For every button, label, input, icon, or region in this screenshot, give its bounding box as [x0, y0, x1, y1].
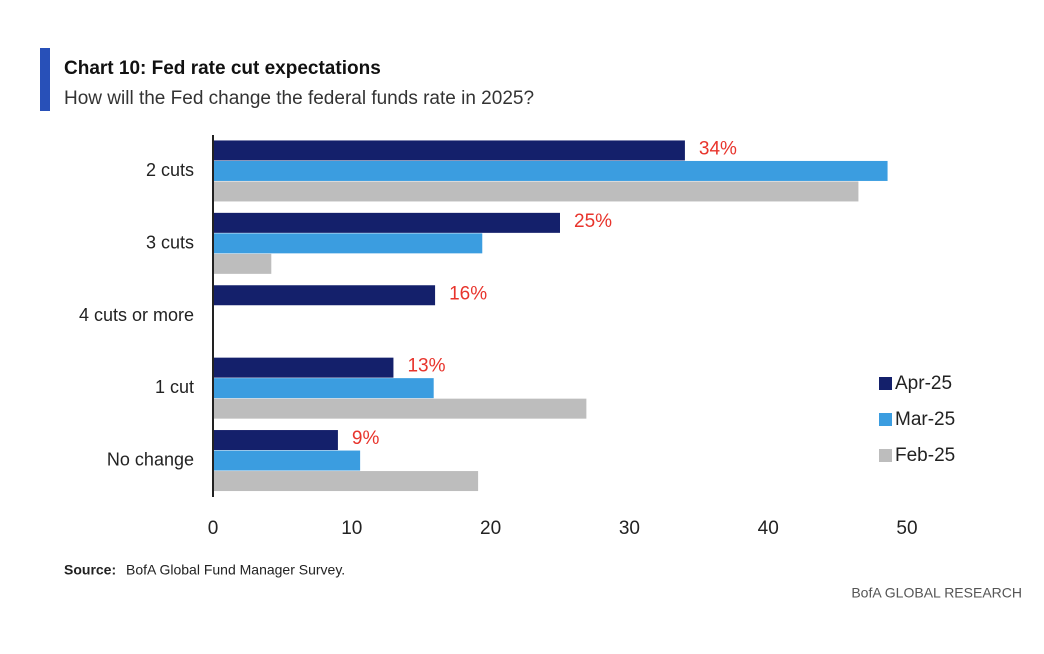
x-tick-label: 30 — [619, 518, 640, 539]
y-tick-label: 3 cuts — [146, 232, 194, 252]
value-label: 13% — [407, 356, 445, 377]
bar — [213, 378, 434, 399]
source-label: Source: — [64, 562, 116, 578]
bar — [213, 471, 479, 492]
bar — [213, 285, 436, 306]
legend-label: Apr-25 — [895, 373, 952, 394]
chart-title: Chart 10: Fed rate cut expectations — [64, 58, 381, 79]
value-label: 25% — [574, 211, 612, 232]
bar — [213, 398, 587, 419]
y-tick-label: 1 cut — [155, 377, 194, 397]
title-accent — [40, 48, 50, 111]
bar — [213, 181, 859, 202]
legend-swatch — [879, 377, 892, 390]
value-label: 34% — [699, 138, 737, 159]
bar — [213, 253, 272, 274]
bar — [213, 140, 685, 161]
value-label: 16% — [449, 283, 487, 304]
value-label: 9% — [352, 428, 380, 449]
bar — [213, 430, 338, 451]
x-tick-label: 50 — [896, 518, 917, 539]
legend-swatch — [879, 449, 892, 462]
x-tick-label: 40 — [758, 518, 779, 539]
bar — [213, 450, 361, 471]
y-tick-label: 2 cuts — [146, 160, 194, 180]
legend-label: Feb-25 — [895, 445, 955, 466]
legend-label: Mar-25 — [895, 409, 955, 430]
chart-subtitle: How will the Fed change the federal fund… — [64, 88, 534, 109]
x-tick-label: 10 — [341, 518, 362, 539]
bar — [213, 357, 394, 378]
x-tick-label: 0 — [208, 518, 219, 539]
bar — [213, 212, 560, 233]
source: BofA Global Fund Manager Survey. — [126, 562, 345, 578]
brand: BofA GLOBAL RESEARCH — [851, 585, 1022, 601]
legend-swatch — [879, 413, 892, 426]
x-tick-label: 20 — [480, 518, 501, 539]
y-tick-label: 4 cuts or more — [79, 305, 194, 325]
bar — [213, 233, 483, 254]
y-tick-label: No change — [107, 450, 194, 470]
bar — [213, 160, 888, 181]
